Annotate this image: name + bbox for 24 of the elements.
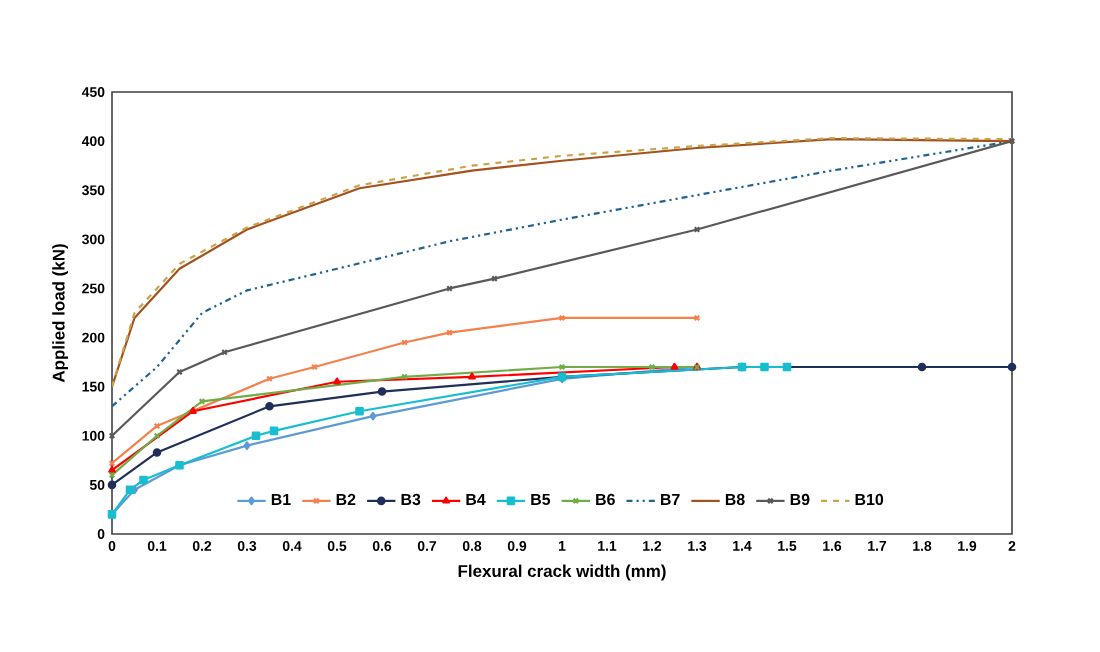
point — [125, 485, 135, 495]
point — [333, 377, 341, 385]
point — [139, 475, 148, 485]
point — [311, 363, 318, 371]
point — [108, 465, 116, 473]
point — [189, 406, 197, 414]
point — [377, 387, 387, 396]
point — [782, 362, 792, 372]
point — [355, 406, 364, 416]
point — [468, 372, 476, 380]
point — [152, 448, 162, 457]
point — [107, 480, 117, 490]
point — [369, 411, 377, 421]
point — [269, 426, 279, 436]
y-axis-title: Applied load (kN) — [52, 244, 68, 383]
point — [670, 362, 679, 370]
point — [917, 362, 927, 372]
point — [243, 441, 251, 450]
point — [693, 226, 701, 233]
point — [760, 362, 769, 372]
x-axis-title: Flexural crack width (mm) — [458, 564, 666, 581]
point — [251, 431, 261, 441]
point — [265, 402, 274, 411]
point — [1007, 362, 1017, 372]
